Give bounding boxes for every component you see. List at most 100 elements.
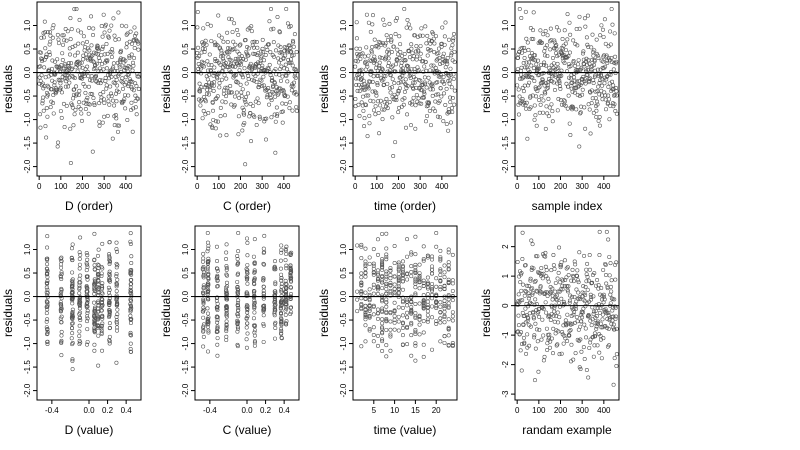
data-point	[258, 55, 263, 60]
data-point	[363, 87, 368, 92]
data-point	[92, 282, 97, 287]
data-point	[44, 299, 49, 304]
data-point	[355, 297, 360, 302]
data-point	[378, 103, 383, 108]
data-point	[430, 81, 435, 86]
data-point	[72, 75, 77, 80]
data-point	[237, 68, 242, 73]
data-point	[59, 303, 64, 308]
data-point	[405, 303, 410, 308]
data-point	[284, 300, 289, 305]
data-point	[95, 272, 100, 277]
data-point	[570, 294, 575, 299]
data-point	[427, 38, 432, 43]
x-tick-label: 20	[432, 406, 441, 415]
data-point	[386, 47, 391, 52]
data-point	[89, 78, 94, 83]
data-point	[396, 284, 401, 289]
data-point	[582, 299, 587, 304]
data-point	[101, 97, 106, 102]
data-point	[283, 292, 288, 297]
data-point	[396, 291, 401, 296]
data-point	[430, 87, 435, 92]
data-point	[380, 331, 385, 336]
data-point	[195, 25, 200, 30]
data-point	[218, 62, 223, 67]
data-point	[555, 342, 560, 347]
data-point	[273, 119, 278, 124]
data-point	[198, 103, 203, 108]
data-point	[275, 88, 280, 93]
data-point	[594, 314, 599, 319]
data-point	[205, 240, 210, 245]
data-point	[114, 240, 119, 245]
data-point	[97, 58, 102, 63]
data-point	[392, 320, 397, 325]
data-point	[420, 33, 425, 38]
data-point	[562, 333, 567, 338]
y-tick-label: -1.0	[23, 112, 32, 126]
data-point	[110, 136, 115, 141]
y-tick-label: 0.5	[339, 267, 348, 279]
data-point	[413, 277, 418, 282]
data-point	[279, 336, 284, 341]
data-point	[431, 36, 436, 41]
y-tick-label: -1.0	[23, 336, 32, 350]
data-point	[50, 78, 55, 83]
data-point	[114, 360, 119, 365]
data-point	[538, 102, 543, 107]
data-point	[224, 266, 229, 271]
data-point	[292, 91, 297, 96]
data-point	[265, 93, 270, 98]
data-point	[264, 95, 269, 100]
data-point	[386, 56, 391, 61]
data-point	[99, 62, 104, 67]
data-point	[45, 256, 50, 261]
data-point	[516, 323, 521, 328]
data-point	[77, 61, 82, 66]
data-point	[388, 311, 393, 316]
data-point	[581, 284, 586, 289]
data-point	[227, 16, 232, 21]
data-point	[107, 339, 112, 344]
data-point	[242, 120, 247, 125]
data-point	[38, 79, 43, 84]
data-point	[84, 274, 89, 279]
data-point	[223, 100, 228, 105]
data-point	[224, 76, 229, 81]
data-point	[416, 68, 421, 73]
data-point	[438, 310, 443, 315]
data-point	[77, 250, 82, 255]
data-point	[279, 317, 284, 322]
data-point	[425, 299, 430, 304]
data-point	[106, 308, 111, 313]
data-point	[574, 287, 579, 292]
data-point	[521, 323, 526, 328]
data-point	[51, 23, 56, 28]
data-point	[371, 332, 376, 337]
data-point	[250, 43, 255, 48]
data-point	[224, 257, 229, 262]
data-point	[58, 87, 63, 92]
x-axis-label: sample index	[532, 199, 603, 213]
data-point	[40, 98, 45, 103]
data-point	[111, 65, 116, 70]
data-point	[63, 61, 68, 66]
data-point	[70, 270, 75, 275]
data-point	[407, 55, 412, 60]
data-point	[288, 305, 293, 310]
data-point	[205, 289, 210, 294]
data-point	[438, 267, 443, 272]
data-point	[96, 274, 101, 279]
data-point	[107, 312, 112, 317]
data-point	[279, 272, 284, 277]
data-point	[439, 44, 444, 49]
data-point	[434, 321, 439, 326]
data-point	[272, 311, 277, 316]
data-point	[388, 276, 393, 281]
x-tick-label: -0.4	[203, 406, 217, 415]
data-point	[136, 87, 141, 92]
data-point	[409, 295, 414, 300]
data-point	[252, 310, 257, 315]
data-point	[134, 31, 139, 36]
